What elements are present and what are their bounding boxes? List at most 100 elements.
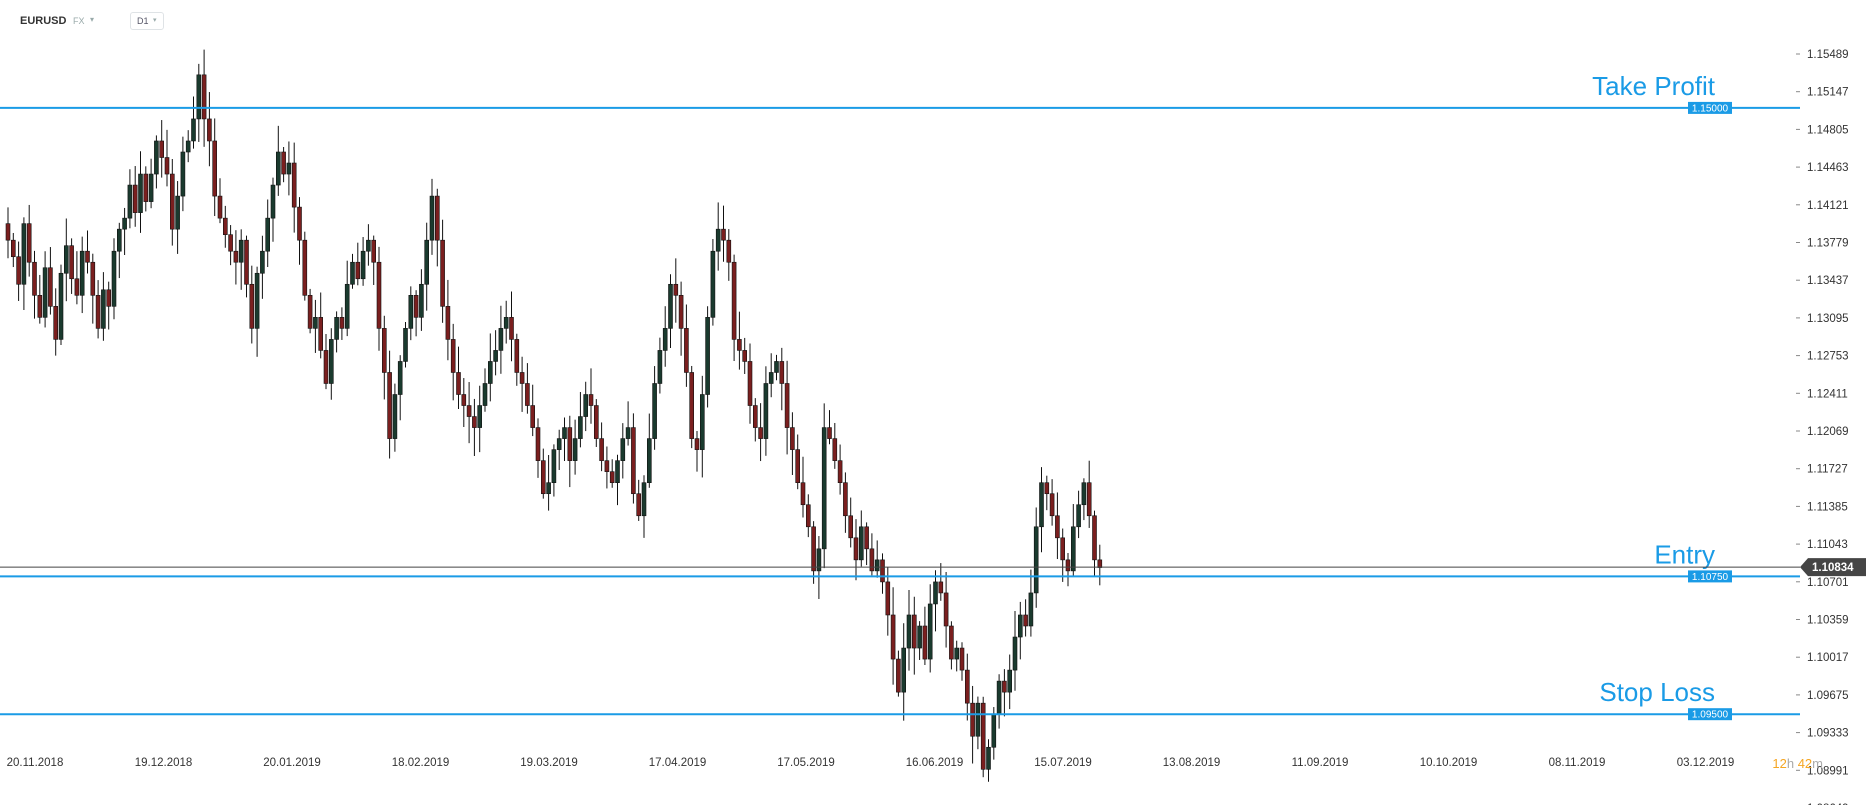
candle [864,522,869,566]
candle [710,239,716,326]
candle-body [609,471,615,483]
candle-body [270,184,276,219]
candle-body [260,250,265,274]
candle [901,623,907,721]
timer-hours-unit: h [1786,756,1795,771]
candle [567,415,573,488]
price-tick-label: 1.14463 [1807,162,1849,174]
candle-body [721,228,726,241]
candle [318,292,324,359]
candle [164,129,170,187]
candle-body [986,746,991,770]
candle-body [85,250,90,263]
candle [837,444,843,495]
candle [403,321,408,368]
candle-body [1065,559,1071,572]
time-tick-label: 17.05.2019 [777,757,835,769]
candle [360,237,366,286]
candle [668,274,673,349]
candle-body [657,350,663,384]
current-price-layer: 1.10834 [0,558,1866,577]
candle-body [1023,614,1028,627]
candle-body [238,239,244,263]
candle [922,606,928,666]
candle-body [790,427,795,450]
candle [1071,504,1076,577]
candle [434,188,440,267]
candle [1044,475,1050,511]
candle-body [217,195,223,219]
candle-body [355,261,361,280]
candle [631,413,636,504]
candle-body [307,295,313,329]
candle [297,197,302,265]
candle [1012,611,1018,691]
candle-body [551,449,557,483]
candle [774,354,779,381]
candle [509,291,514,362]
candle [90,253,96,324]
candle [572,419,578,475]
candle-body [424,239,430,285]
candle [535,418,541,478]
candle [313,299,318,353]
candle-body [662,328,668,351]
candle-body [832,438,838,461]
candle [530,384,536,437]
candle [1055,492,1060,560]
candle [779,347,785,411]
candle-body [710,250,716,318]
candle [684,304,689,387]
candle [927,584,933,673]
candle [275,125,281,196]
chevron-down-icon[interactable]: ▾ [90,15,95,24]
candle-body [360,250,366,280]
candle [117,222,122,279]
candle-body [154,140,159,175]
candle [906,589,912,671]
candle-body [313,317,318,329]
candle [11,232,16,268]
candle-body [466,405,472,417]
candle [885,567,891,636]
candle-body [514,339,520,373]
price-tick-label: 1.15147 [1807,87,1849,99]
candle [694,430,700,472]
candle [896,650,901,697]
time-tick-label: 16.06.2019 [906,757,964,769]
candle-body [747,361,753,406]
time-tick-label: 17.04.2019 [649,757,707,769]
candle-body [636,493,642,517]
candle [408,286,414,341]
candle-body [890,614,896,660]
candle [1060,528,1065,582]
candle [180,136,186,212]
candle-body [631,427,636,495]
candle-body [11,239,16,258]
candle [551,444,557,497]
candle-body [938,581,944,594]
symbol-name[interactable]: EURUSD [20,15,67,27]
candle-body [472,416,477,428]
market-type[interactable]: FX [73,16,85,26]
candle [869,533,875,576]
candle [159,120,164,178]
candle-body [350,261,355,285]
interval-select[interactable]: D1 ▾ [130,12,164,30]
candle [53,288,59,356]
candle [265,199,271,267]
candle-body [1002,680,1007,693]
candle-body [381,328,387,373]
candle-body [901,647,907,693]
candle-body [556,438,562,450]
candle [943,571,949,648]
candle-body [392,394,398,439]
candle [721,205,726,262]
candle [254,266,260,357]
candle [853,519,859,581]
candle [148,158,154,209]
candle-body [726,239,732,263]
candle [726,229,732,281]
price-tick-label: 1.11385 [1807,501,1848,513]
